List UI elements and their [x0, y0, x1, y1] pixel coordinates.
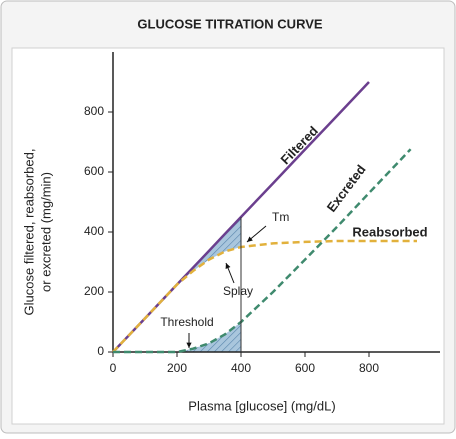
y-tick-label: 800 [84, 104, 104, 118]
x-axis-label: Plasma [glucose] (mg/dL) [188, 398, 335, 413]
y-tick-label: 600 [84, 164, 104, 178]
annotation: Splay [223, 284, 253, 298]
arrow-head [247, 236, 253, 242]
y-axis-label-line: or excreted (mg/min) [38, 172, 53, 292]
y-axis-label: Glucose filtered, reabsorbed, or excrete… [21, 149, 53, 316]
x-tick-label: 0 [110, 361, 117, 375]
line-series [112, 239, 417, 353]
splay-area [177, 322, 241, 352]
annotation: Tm [272, 210, 289, 224]
chart-title: GLUCOSE TITRATION CURVE [137, 16, 322, 31]
x-tick-label: 600 [295, 361, 315, 375]
arrow-head [225, 263, 231, 269]
y-axis-label-line: Glucose filtered, reabsorbed, [21, 149, 36, 316]
x-tick-label: 200 [167, 361, 187, 375]
y-tick-label: 0 [97, 344, 104, 358]
annotation: Threshold [160, 315, 213, 329]
y-tick-label: 200 [84, 284, 104, 298]
arrow-head [186, 342, 192, 348]
y-tick-label: 400 [84, 224, 104, 238]
series-label: Reabsorbed [352, 224, 427, 239]
x-tick-label: 400 [231, 361, 251, 375]
x-tick-label: 800 [359, 361, 379, 375]
